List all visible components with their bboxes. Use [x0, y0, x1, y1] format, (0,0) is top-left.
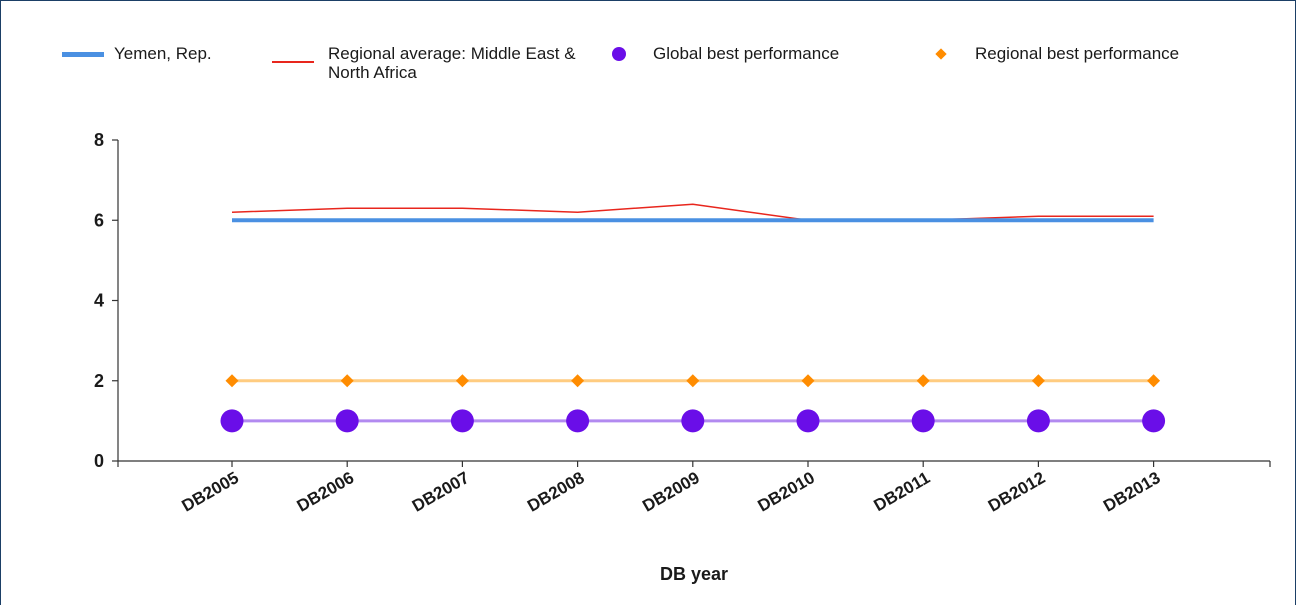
x-tick-label: DB2013	[1100, 468, 1164, 516]
data-point	[571, 374, 585, 388]
x-tick-label: DB2010	[754, 468, 818, 516]
data-point	[450, 409, 474, 433]
data-point	[681, 409, 705, 433]
legend-swatch-global-best	[612, 47, 626, 61]
legend-swatch-yemen	[62, 52, 104, 57]
x-tick-label: DB2012	[985, 468, 1049, 516]
legend-label-regional-best: Regional best performance	[975, 44, 1180, 63]
x-axis-label: DB year	[660, 564, 728, 584]
x-tick-label: DB2008	[524, 468, 588, 516]
data-point	[566, 409, 590, 433]
data-point	[335, 409, 359, 433]
data-point	[801, 374, 815, 388]
series-markers	[220, 374, 1166, 433]
y-tick-label: 0	[94, 451, 104, 471]
data-point	[340, 374, 354, 388]
series-line	[231, 203, 1154, 221]
x-tick-label: DB2005	[178, 468, 242, 516]
series-lines	[231, 203, 1154, 423]
x-tick-label: DB2007	[409, 468, 473, 516]
data-point	[455, 374, 469, 388]
y-tick-label: 6	[94, 210, 104, 230]
chart-axes: 0 2 4 6 8 DB2005 DB2006 DB2007 DB2008 DB2009 DB201…	[94, 130, 1271, 516]
y-tick-label: 8	[94, 130, 104, 150]
legend-label-regional-average: Regional average: Middle East & North Af…	[328, 44, 576, 82]
data-point	[916, 374, 930, 388]
x-tick-label: DB2011	[870, 468, 933, 515]
data-point	[1147, 374, 1161, 388]
data-point	[686, 374, 700, 388]
data-point	[911, 409, 935, 433]
y-tick-label: 4	[94, 291, 104, 311]
x-tick-label: DB2006	[294, 468, 358, 516]
x-tick-label: DB2009	[639, 468, 703, 516]
legend-label-global-best: Global best performance	[653, 44, 840, 63]
data-point	[796, 409, 820, 433]
data-point	[1026, 409, 1050, 433]
legend-swatch-regional-average	[272, 61, 314, 63]
data-point	[1142, 409, 1166, 433]
y-tick-label: 2	[94, 371, 104, 391]
data-point	[225, 374, 239, 388]
legend-label-yemen: Yemen, Rep.	[114, 44, 212, 63]
data-point	[1031, 374, 1045, 388]
data-point	[220, 409, 244, 433]
